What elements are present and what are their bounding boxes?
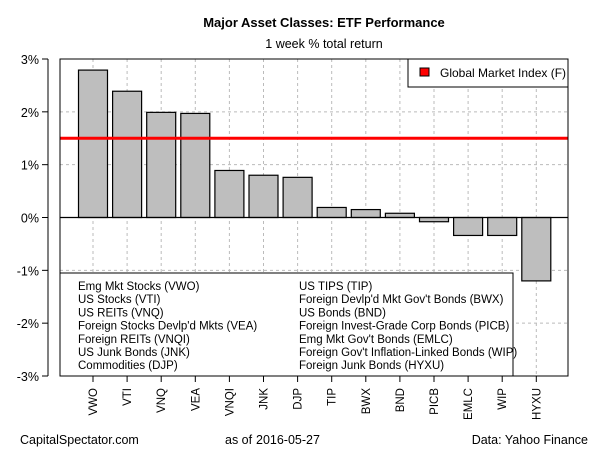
bar-vti (111, 90, 143, 219)
bar-emlc (453, 216, 484, 237)
x-tick-label: WIP (497, 388, 509, 410)
category-key-entry: Foreign Devlp'd Mkt Gov't Bonds (BWX) (299, 294, 504, 306)
category-key-entry: Foreign Invest-Grade Corp Bonds (PICB) (299, 321, 509, 333)
bar-jnk (248, 174, 279, 219)
bar-bnd (384, 212, 415, 219)
category-key-entry: Commodities (DJP) (78, 360, 178, 372)
category-key-right-column: US TIPS (TIP)Foreign Devlp'd Mkt Gov't B… (299, 281, 517, 372)
chart-title: Major Asset Classes: ETF Performance (203, 15, 445, 30)
category-key-entry: US Stocks (VTI) (78, 294, 161, 306)
bar-vnq (146, 111, 177, 219)
bar-bwx (350, 208, 381, 219)
category-key-entry: US REITs (VNQ) (78, 307, 164, 319)
x-tick-label: JNK (259, 388, 271, 410)
y-tick-label: 0% (21, 212, 39, 226)
category-key-entry: Emg Mkt Gov't Bonds (EMLC) (299, 334, 453, 346)
x-tick-label: DJP (293, 388, 305, 410)
footer-as-of-label: as of (225, 433, 253, 447)
bar-vea (180, 112, 211, 219)
legend-box (407, 58, 569, 88)
y-tick-label: 2% (21, 106, 39, 120)
footer-source-site: CapitalSpectator.com (20, 433, 139, 447)
category-key-entry: Foreign Stocks Devlp'd Mkts (VEA) (78, 321, 257, 333)
x-tick-label: VEA (190, 388, 202, 411)
category-key-entry: US Bonds (BND) (299, 307, 386, 319)
category-key-box (59, 272, 514, 377)
bar-wip (487, 216, 518, 237)
category-key-left-column: Emg Mkt Stocks (VWO)US Stocks (VTI)US RE… (78, 281, 257, 372)
legend-swatch (419, 67, 430, 77)
y-tick-label: -2% (17, 317, 39, 331)
y-axis: 3% 2% 1% 0% -1% -2% -3% (17, 53, 49, 384)
bars (77, 69, 552, 282)
y-tick-label: 1% (21, 159, 39, 173)
category-key-entry: Foreign Gov't Inflation-Linked Bonds (WI… (299, 347, 517, 359)
x-tick-label: VNQI (224, 388, 236, 416)
bar-djp (282, 176, 313, 219)
x-tick-label: VWO (88, 388, 100, 416)
category-key-entry: Foreign REITs (VNQI) (78, 334, 190, 346)
legend-label: Global Market Index (F) (440, 66, 566, 80)
x-tick-label: TIP (327, 388, 339, 406)
y-tick-label: -3% (17, 370, 39, 384)
x-tick-label: HYXU (531, 388, 543, 420)
category-key-entry: Emg Mkt Stocks (VWO) (78, 281, 200, 293)
y-tick-label: -1% (17, 264, 39, 278)
x-tick-label: VTI (122, 388, 134, 406)
x-tick-label: VNQ (156, 388, 168, 413)
bar-hyxu (521, 216, 552, 282)
x-tick-label: PICB (429, 388, 441, 415)
x-axis: VWO VTI VNQ VEA VNQI JNK DJP TIP BWX BND PICB EMLC W… (88, 375, 543, 420)
bar-tip (316, 206, 347, 219)
footer-as-of-date: 2016-05-27 (256, 433, 320, 447)
bar-vnqi (214, 169, 245, 219)
x-tick-label: BND (395, 388, 407, 412)
y-tick-label: 3% (21, 53, 39, 67)
chart-subtitle: 1 week % total return (265, 37, 382, 51)
category-key: Emg Mkt Stocks (VWO)US Stocks (VTI)US RE… (59, 272, 517, 377)
x-tick-label: BWX (361, 388, 373, 415)
category-key-entry: US TIPS (TIP) (299, 281, 372, 293)
x-tick-label: EMLC (463, 388, 475, 420)
footer-data-source: Data: Yahoo Finance (472, 433, 588, 447)
legend: Global Market Index (F) (407, 58, 569, 88)
bar-picb (418, 216, 450, 223)
category-key-entry: US Junk Bonds (JNK) (78, 347, 190, 359)
bar-vwo (77, 69, 109, 219)
category-key-entry: Foreign Junk Bonds (HYXU) (299, 360, 444, 372)
